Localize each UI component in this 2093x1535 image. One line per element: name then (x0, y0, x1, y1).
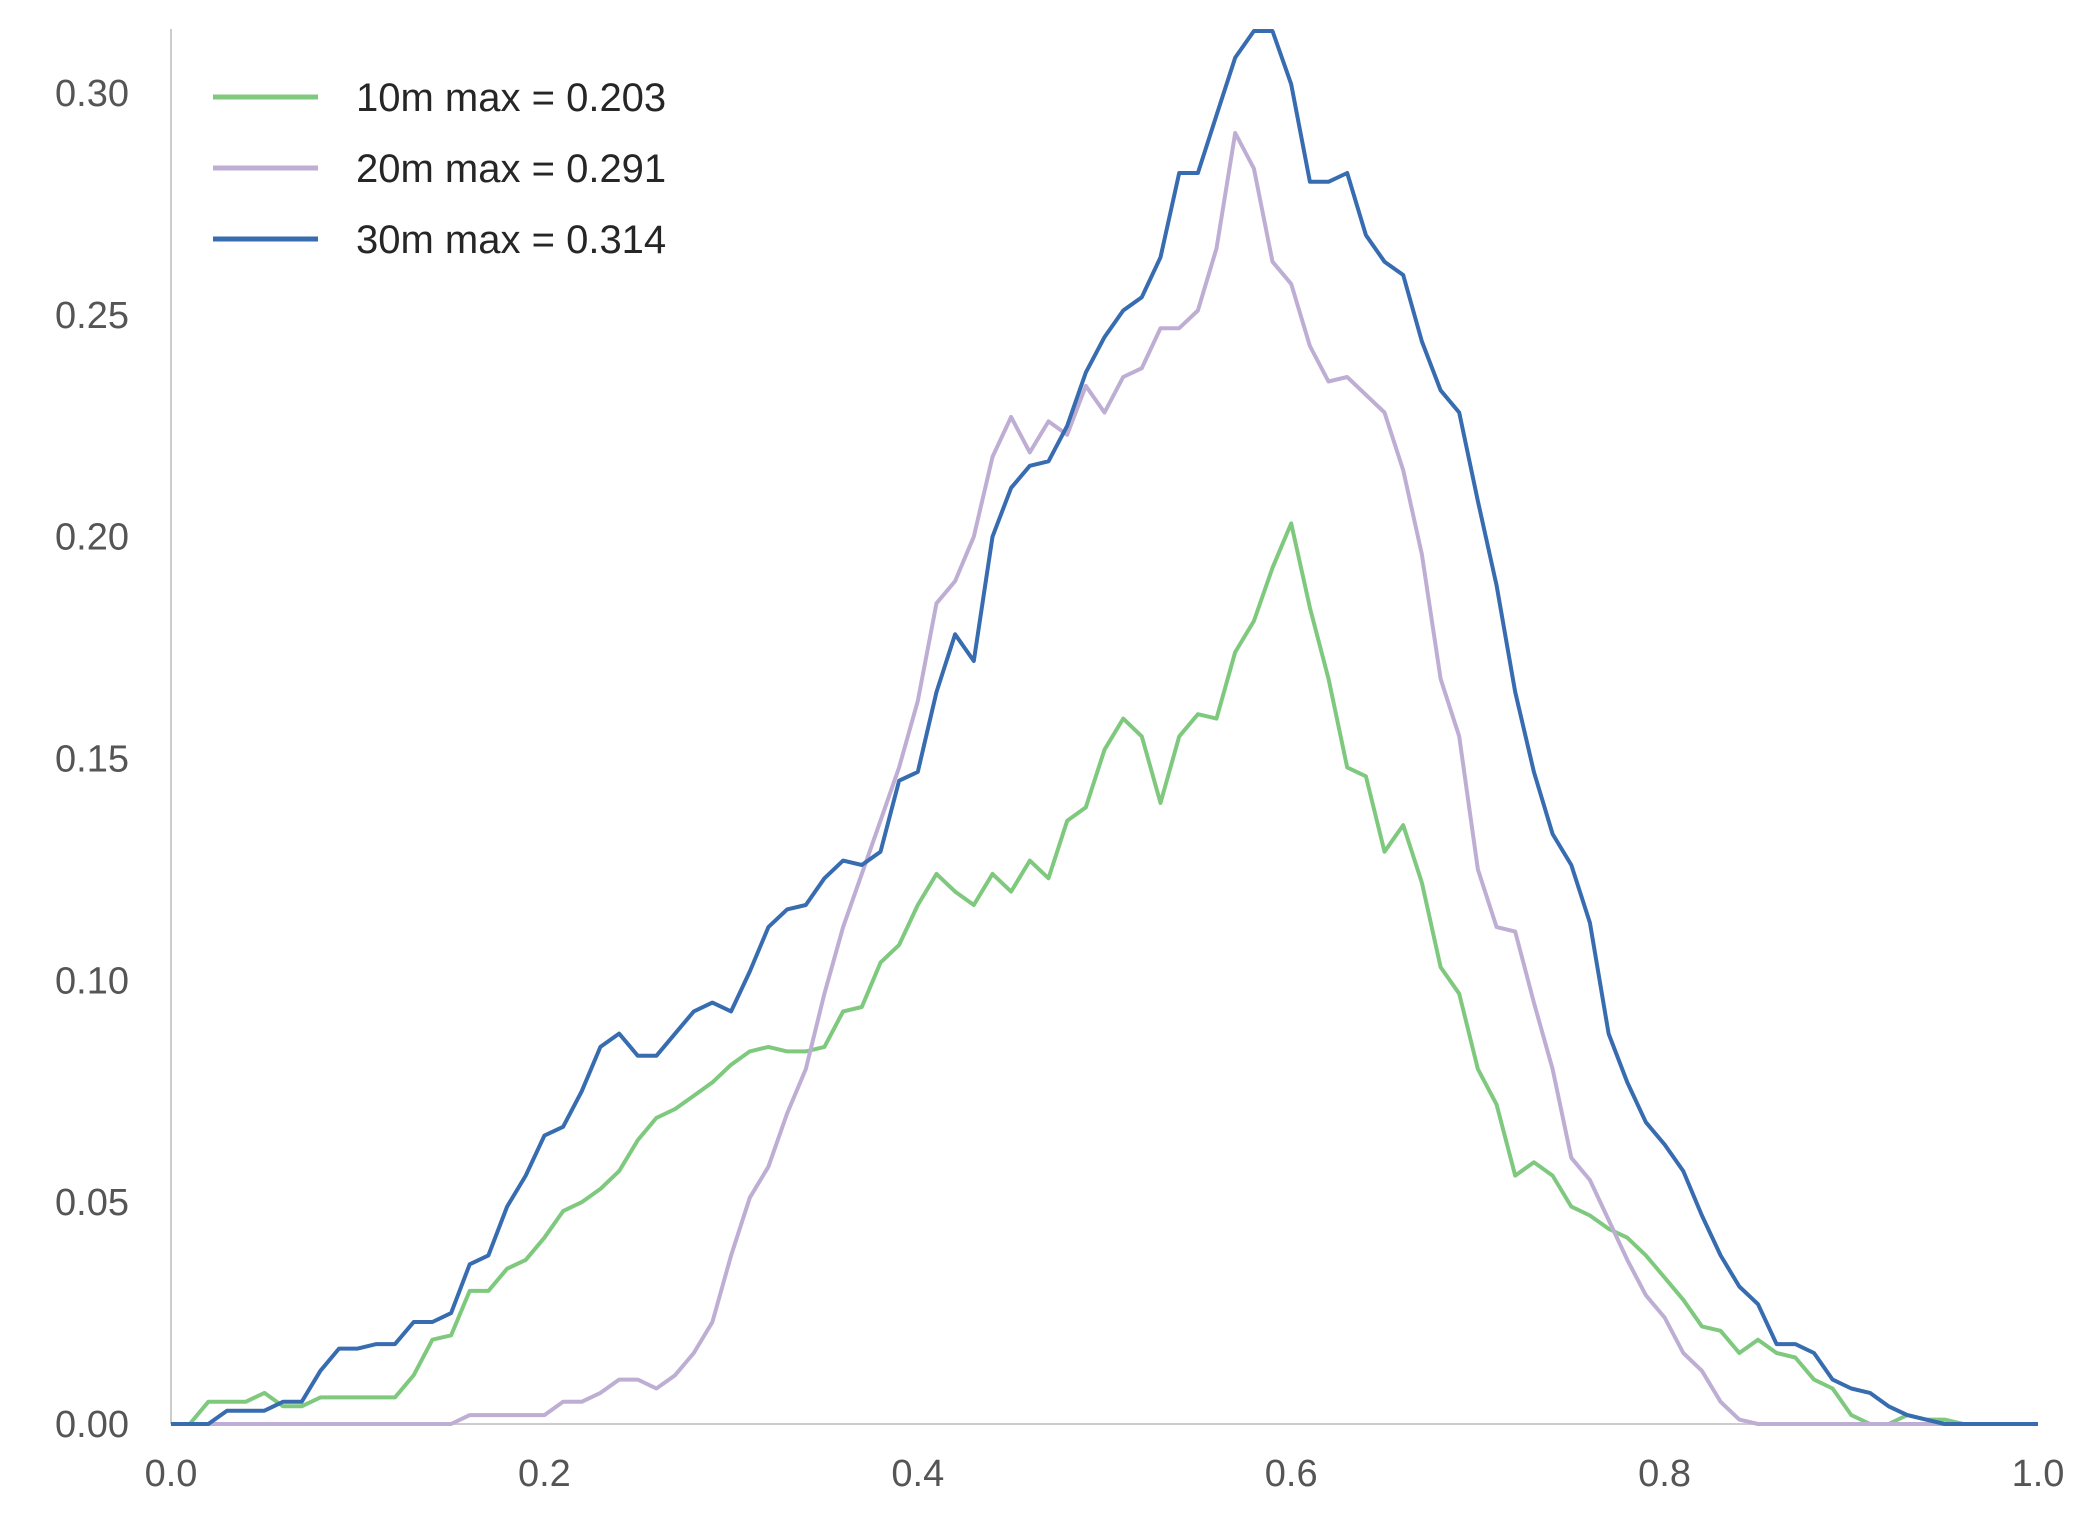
x-tick-label: 0.0 (145, 1453, 198, 1495)
series-line-3 (171, 29, 2038, 1426)
series-line-2 (171, 131, 2038, 1426)
legend-label-3: 30m max = 0.314 (356, 218, 666, 262)
y-tick-label: 0.15 (55, 739, 129, 781)
y-tick-label: 0.30 (55, 73, 129, 115)
series-line-1 (171, 521, 2038, 1426)
x-tick-label: 0.4 (891, 1453, 944, 1495)
legend-label-1: 10m max = 0.203 (356, 76, 666, 120)
axes: 0.0 0.2 0.4 0.6 0.8 1.0 0.00 0.05 0.10 0.15 0.20 0.… (55, 29, 2064, 1495)
y-tick-label: 0.10 (55, 960, 129, 1002)
x-tick-label: 0.8 (1638, 1453, 1691, 1495)
y-tick-label: 0.20 (55, 517, 129, 559)
legend: 10m max = 0.203 20m max = 0.291 30m max = … (213, 76, 666, 262)
y-tick-label: 0.05 (55, 1182, 129, 1224)
plot-area (171, 29, 2038, 1426)
x-tick-label: 0.6 (1265, 1453, 1318, 1495)
y-tick-label: 0.00 (55, 1404, 129, 1446)
x-tick-label: 1.0 (2012, 1453, 2065, 1495)
y-tick-label: 0.25 (55, 295, 129, 337)
legend-label-2: 20m max = 0.291 (356, 147, 666, 191)
x-tick-label: 0.2 (518, 1453, 571, 1495)
